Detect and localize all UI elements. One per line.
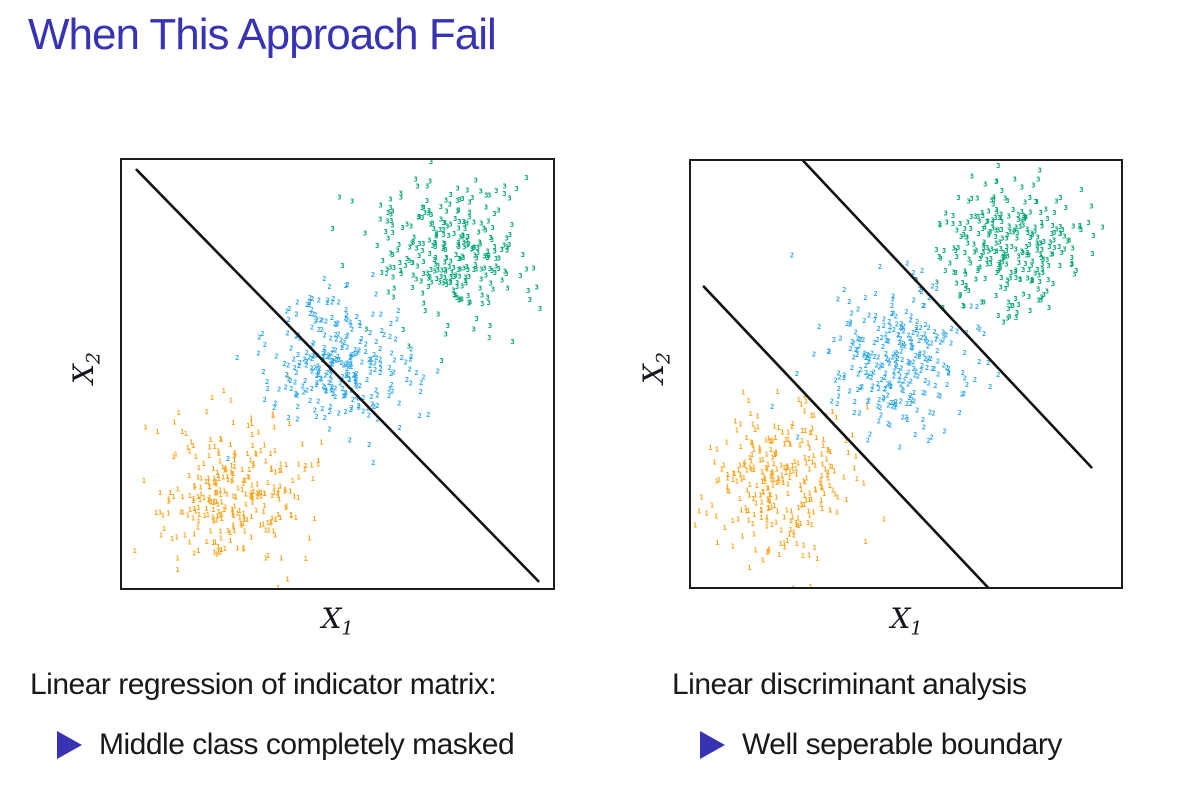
right-figure-caption: Linear discriminant analysis	[672, 668, 1027, 701]
left-y-axis-label: X2	[67, 351, 105, 385]
right-bullet-text: Well seperable boundary	[742, 728, 1062, 761]
left-scatter-plot	[120, 158, 555, 590]
right-x-axis-label: X1	[890, 602, 923, 640]
right-scatter-plot	[689, 159, 1123, 589]
slide-title: When This Approach Fail	[28, 10, 497, 59]
right-bullet-item: Well seperable boundary	[700, 728, 1062, 762]
left-figure-caption: Linear regression of indicator matrix:	[30, 668, 497, 701]
right-y-axis-label: X2	[637, 351, 675, 385]
left-x-axis-label: X1	[321, 602, 354, 640]
right-plot-canvas	[691, 161, 1121, 587]
left-bullet-text: Middle class completely masked	[99, 728, 515, 761]
bullet-triangle-icon	[700, 731, 725, 759]
left-plot-canvas	[122, 160, 553, 588]
left-bullet-item: Middle class completely masked	[57, 728, 515, 762]
bullet-triangle-icon	[57, 731, 82, 759]
